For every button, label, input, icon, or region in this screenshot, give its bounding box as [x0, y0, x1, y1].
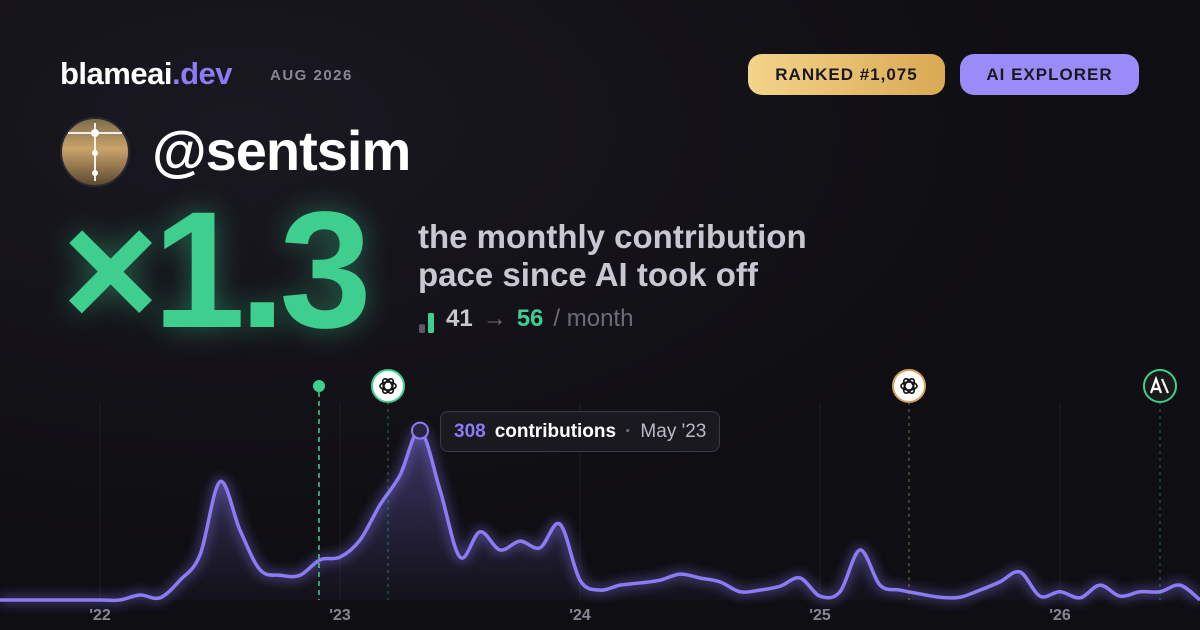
x-tick-label: '25 [809, 607, 831, 624]
brand-suffix: .dev [171, 56, 233, 91]
x-tick-label: '22 [89, 607, 111, 624]
anthropic-icon [1143, 369, 1177, 403]
caption: the monthly contribution pace since AI t… [418, 218, 807, 293]
line [0, 428, 1200, 603]
pace-arrow: → [482, 305, 507, 332]
event-dot [313, 380, 325, 392]
pace-after: 56 [516, 305, 544, 332]
x-tick-label: '24 [569, 607, 591, 624]
x-tick-label: '23 [329, 607, 351, 624]
area [0, 430, 1200, 601]
tooltip-value: 308 [454, 420, 486, 442]
tooltip-date: May '23 [640, 420, 707, 442]
pace-unit: / month [553, 305, 634, 332]
openai-icon [892, 369, 926, 403]
event-markers [313, 369, 1177, 600]
date: AUG 2026 [270, 67, 353, 84]
rank-badge: RANKED #1,075 [748, 54, 945, 95]
openai-icon [371, 369, 405, 403]
pace-bars [419, 313, 434, 333]
pace: 41 → 56 / month [418, 303, 633, 333]
tooltip: 308 contributions · May '23 [440, 411, 721, 452]
x-tick-label: '26 [1049, 607, 1071, 624]
highlight-point [411, 421, 429, 440]
multiplier: ×1.3 [62, 178, 372, 363]
pace-before: 41 [446, 305, 473, 332]
role-badge: AI EXPLORER [960, 54, 1139, 95]
brand-name: blameai [60, 56, 172, 91]
tooltip-sep: · [625, 420, 632, 442]
pace-bar-after [428, 313, 434, 333]
pace-bar-before [419, 324, 425, 333]
tooltip-label: contributions [494, 420, 617, 442]
brand: blameai.dev [60, 56, 232, 92]
avatar [60, 117, 130, 187]
handle: @sentsim [152, 119, 411, 182]
